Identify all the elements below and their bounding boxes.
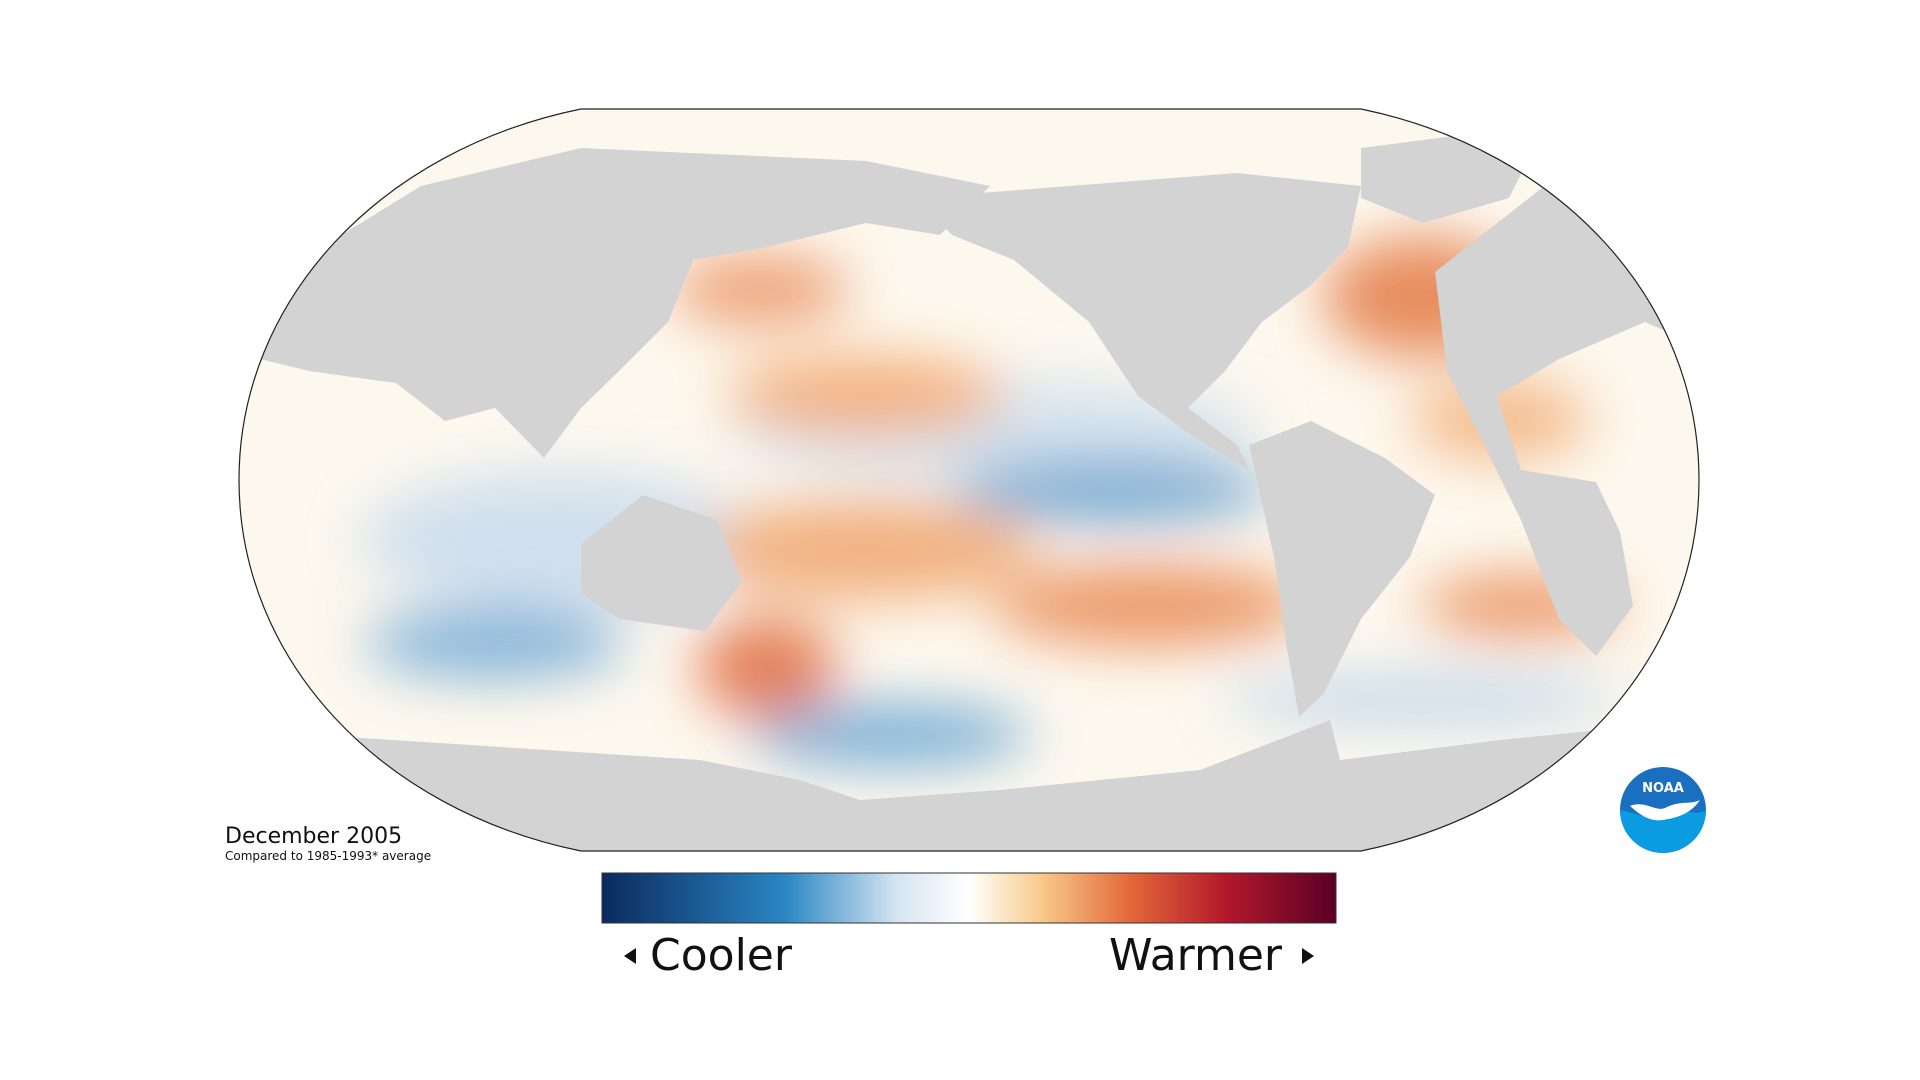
- map-title: December 2005: [225, 824, 402, 849]
- color-scale: [601, 872, 1337, 924]
- map: [239, 109, 1699, 851]
- logo: NOAA: [1620, 767, 1706, 853]
- map-subtitle: Compared to 1985-1993* average: [225, 849, 431, 863]
- arrow-left: [624, 948, 636, 964]
- map-outline: [238, 108, 1700, 852]
- legend-high: Warmer: [1109, 930, 1283, 981]
- logo-text: NOAA: [1642, 781, 1684, 796]
- arrow-right: [1302, 948, 1314, 964]
- legend-low: Cooler: [650, 930, 793, 981]
